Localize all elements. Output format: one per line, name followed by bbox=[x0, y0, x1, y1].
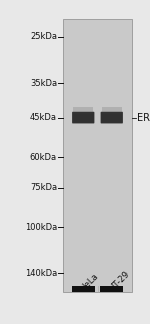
Bar bbox=[73, 107, 93, 114]
Text: 35kDa: 35kDa bbox=[30, 79, 57, 87]
Bar bbox=[63, 19, 132, 292]
Text: 75kDa: 75kDa bbox=[30, 183, 57, 192]
Bar bbox=[100, 286, 123, 292]
Text: HT-29: HT-29 bbox=[107, 269, 131, 293]
Text: 60kDa: 60kDa bbox=[30, 153, 57, 162]
FancyBboxPatch shape bbox=[101, 112, 123, 123]
Text: 45kDa: 45kDa bbox=[30, 113, 57, 122]
Text: 140kDa: 140kDa bbox=[25, 269, 57, 278]
FancyBboxPatch shape bbox=[72, 112, 94, 123]
Bar bbox=[102, 107, 122, 114]
Text: 25kDa: 25kDa bbox=[30, 32, 57, 41]
Text: ERK1: ERK1 bbox=[136, 113, 150, 122]
Text: 100kDa: 100kDa bbox=[25, 223, 57, 232]
Text: HeLa: HeLa bbox=[78, 272, 100, 293]
Bar bbox=[72, 286, 95, 292]
